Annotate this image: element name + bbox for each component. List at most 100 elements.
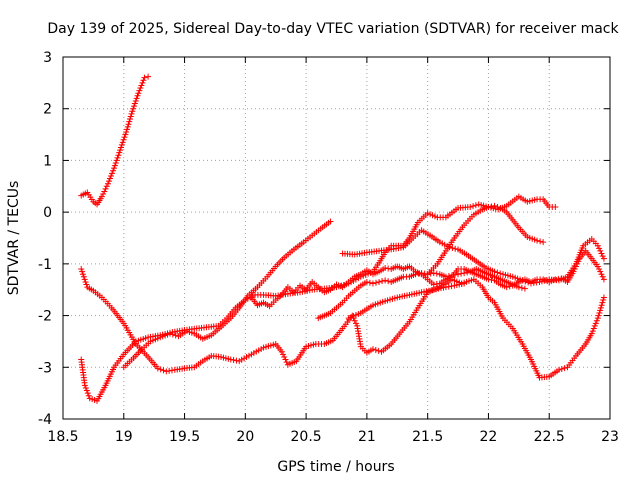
data-point-sample <box>445 283 452 290</box>
data-point-sample <box>488 276 495 283</box>
data-point-sample <box>488 203 495 210</box>
data-point-sample <box>449 244 456 251</box>
data-point <box>485 203 492 210</box>
data-point-sample <box>497 270 504 277</box>
data-point-sample <box>372 347 379 354</box>
data-point-sample <box>597 304 604 311</box>
data-point <box>363 278 370 285</box>
y-tick-label: -3 <box>38 360 52 376</box>
data-point-sample <box>452 271 459 278</box>
x-tick-label: 19 <box>115 429 133 445</box>
data-point-sample <box>79 271 86 278</box>
data-point-sample <box>117 144 124 151</box>
data-point-sample <box>137 85 144 92</box>
data-point <box>515 284 522 291</box>
plot-frame <box>62 56 611 420</box>
data-point <box>117 147 124 154</box>
data-point-sample <box>101 188 108 195</box>
data-point-sample <box>168 367 175 374</box>
data-point-sample <box>123 126 130 133</box>
data-point-sample <box>107 175 114 182</box>
y-tick-label: -2 <box>38 309 52 325</box>
data-point-sample <box>124 123 131 130</box>
data-point-sample <box>561 365 568 372</box>
data-point-sample <box>352 320 359 327</box>
data-point-sample <box>120 136 127 143</box>
x-tick-label: 19.5 <box>169 429 200 445</box>
data-point-sample <box>472 202 479 209</box>
data-point-sample <box>591 322 598 329</box>
data-point-sample <box>110 167 117 174</box>
data-point-sample <box>445 273 452 280</box>
data-point <box>78 266 85 273</box>
data-point <box>135 90 142 97</box>
data-point-sample <box>373 279 380 286</box>
data-point <box>540 239 547 246</box>
data-point <box>145 73 152 80</box>
data-point-sample <box>379 278 386 285</box>
data-point <box>442 273 449 280</box>
data-point <box>600 276 607 283</box>
data-point-sample <box>599 299 606 306</box>
data-point-sample <box>600 297 607 304</box>
data-point-sample <box>537 238 544 245</box>
data-point-sample <box>283 359 290 366</box>
series-arc-9 <box>345 280 468 322</box>
data-point-sample <box>458 270 465 277</box>
data-point-sample <box>132 97 139 104</box>
series-arc-7 <box>339 227 607 287</box>
data-point-sample <box>233 357 240 364</box>
data-point <box>594 315 601 322</box>
data-point <box>461 280 468 287</box>
y-tick-label: 1 <box>43 153 52 169</box>
data-point-sample <box>127 113 134 120</box>
data-point <box>430 281 437 288</box>
data-point-sample <box>118 141 125 148</box>
x-tick-label: 22 <box>480 429 498 445</box>
series-arc-2 <box>78 193 559 404</box>
data-point-sample <box>452 245 459 252</box>
data-point-sample <box>109 170 116 177</box>
chart-title: Day 139 of 2025, Sidereal Day-to-day VTE… <box>47 21 619 37</box>
data-point <box>534 237 541 244</box>
data-point-sample <box>494 269 501 276</box>
data-point-sample <box>385 265 392 272</box>
y-tick-label: 2 <box>43 102 52 118</box>
data-point-sample <box>108 172 115 179</box>
series-arc-3 <box>78 266 607 381</box>
data-point <box>555 366 562 373</box>
data-point <box>123 128 130 135</box>
data-point-sample <box>427 270 434 277</box>
data-point-sample <box>597 307 604 314</box>
data-point <box>278 348 285 355</box>
y-axis-label: SDTVAR / TECUs <box>6 181 22 296</box>
data-point-sample <box>597 268 604 275</box>
data-point <box>227 356 234 363</box>
data-point-sample <box>83 387 90 394</box>
x-axis-label: GPS time / hours <box>277 459 394 475</box>
data-point-sample <box>111 162 118 169</box>
data-point <box>519 277 526 284</box>
data-point-sample <box>415 270 422 277</box>
data-point <box>527 280 534 287</box>
data-point-sample <box>448 283 455 290</box>
data-point-sample <box>525 279 532 286</box>
data-point-sample <box>122 131 129 138</box>
data-point <box>455 271 462 278</box>
data-point-sample <box>593 317 600 324</box>
data-point-sample <box>533 279 540 286</box>
data-point-sample <box>131 103 138 110</box>
x-tick-label: 21.5 <box>412 429 443 445</box>
data-point-sample <box>169 331 176 338</box>
data-point-sample <box>134 92 141 99</box>
data-point-sample <box>596 309 603 316</box>
data-point <box>98 193 105 200</box>
data-point-sample <box>103 183 110 190</box>
data-point-sample <box>596 266 603 273</box>
data-point-sample <box>595 312 602 319</box>
data-point-sample <box>130 105 137 112</box>
data-point-sample <box>80 273 87 280</box>
data-point <box>327 218 334 225</box>
data-point <box>163 368 170 375</box>
